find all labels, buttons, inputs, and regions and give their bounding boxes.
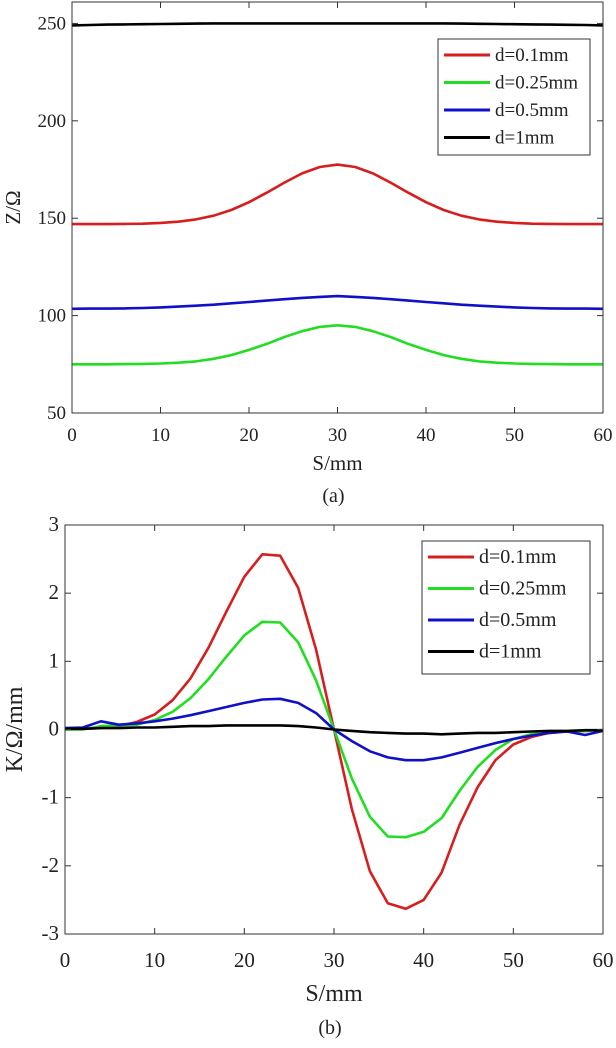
y-tick-label: -2	[42, 853, 60, 877]
legend: d=0.1mm d=0.25mm d=0.5mm d=1mm	[437, 38, 591, 156]
legend-label: d=0.25mm	[479, 578, 567, 600]
legend-item: d=0.1mm	[444, 45, 569, 66]
legend-label: d=1mm	[495, 128, 554, 149]
y-tick-label: 50	[47, 403, 66, 424]
legend-item: d=0.25mm	[428, 578, 567, 600]
legend-item: d=0.1mm	[428, 546, 557, 568]
series-line-d-1mm	[65, 724, 603, 736]
x-axis-label: S/mm	[312, 451, 362, 475]
x-tick-label: 40	[417, 425, 436, 446]
legend-item: d=1mm	[444, 128, 554, 149]
series-line-d-1mm	[71, 22, 604, 27]
legend-item: d=0.25mm	[444, 73, 578, 94]
chart-gradient: 0 10 20 30 40 50 60 -3 -2 -1 0 1 2 3 S/mm K/Ω/mm (b) d=0.…	[2, 512, 614, 1039]
y-tick-label: -1	[42, 785, 60, 809]
x-axis-label: S/mm	[305, 981, 363, 1007]
x-tick-label: 40	[413, 948, 434, 972]
x-tick-label: 20	[234, 948, 255, 972]
x-tick-label: 60	[593, 948, 614, 972]
legend-item: d=1mm	[428, 641, 542, 663]
y-tick-label: 2	[49, 580, 60, 604]
x-tick-label: 50	[503, 948, 524, 972]
y-tick-label: 200	[38, 111, 67, 132]
y-tick-label: 100	[38, 306, 67, 327]
chart-impedance: 0 10 20 30 40 50 60 50 100 150 200 250 S/mm Z/Ω (a) d=0…	[1, 1, 613, 507]
series-line-d-0-25mm	[72, 323, 603, 366]
y-axis-label: Z/Ω	[1, 190, 25, 224]
legend-label: d=0.25mm	[495, 73, 578, 94]
x-tick-label: 50	[505, 425, 524, 446]
x-tick-label: 20	[240, 425, 259, 446]
y-tick-label: 0	[49, 717, 60, 741]
series-line-d-0-1mm	[72, 163, 603, 226]
y-tick-label: -3	[42, 921, 60, 945]
legend-label: d=0.1mm	[495, 45, 569, 66]
y-tick-label: 150	[38, 208, 67, 229]
y-tick-label: 1	[49, 648, 60, 672]
y-axis-label: K/Ω/mm	[2, 686, 28, 772]
figure-caption: (a)	[322, 485, 344, 507]
figure-caption: (b)	[318, 1017, 341, 1039]
legend-label: d=0.5mm	[479, 609, 557, 631]
x-tick-label: 30	[324, 948, 345, 972]
legend-label: d=0.1mm	[479, 546, 557, 568]
y-tick-label: 3	[49, 512, 60, 536]
legend-box	[437, 38, 591, 156]
y-tick-label: 250	[38, 13, 67, 34]
x-tick-label: 10	[151, 425, 170, 446]
legend: d=0.1mm d=0.25mm d=0.5mm d=1mm	[421, 540, 591, 675]
x-tick-label: 60	[594, 425, 613, 446]
x-tick-label: 30	[328, 425, 347, 446]
legend-label: d=0.5mm	[495, 100, 569, 121]
legend-item: d=0.5mm	[444, 100, 569, 121]
legend-item: d=0.5mm	[428, 609, 557, 631]
x-tick-label: 10	[144, 948, 165, 972]
x-tick-label: 0	[67, 425, 77, 446]
legend-label: d=1mm	[479, 641, 542, 663]
series-line-d-0-5mm	[71, 294, 604, 311]
x-tick-label: 0	[60, 948, 71, 972]
